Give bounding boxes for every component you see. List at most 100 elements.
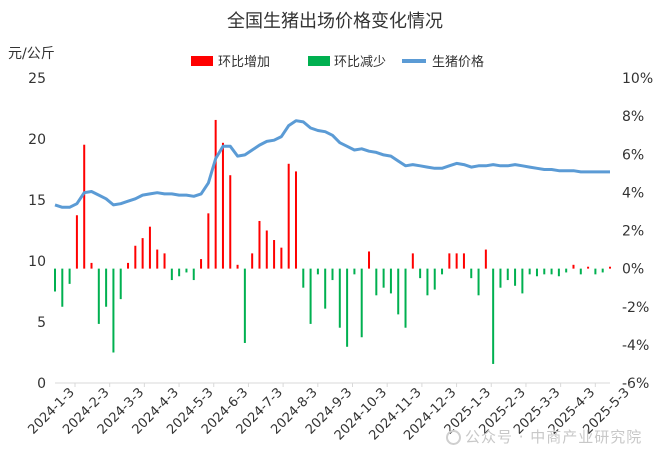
legend-decrease-swatch xyxy=(308,56,330,66)
mom-change-bar xyxy=(360,268,363,338)
mom-change-bar xyxy=(587,266,590,269)
legend: 环比增加 环比减少 生猪价格 xyxy=(191,54,484,70)
mom-change-bar xyxy=(484,249,487,269)
mom-change-bar xyxy=(470,268,473,279)
mom-change-bar xyxy=(338,268,341,328)
mom-change-bar xyxy=(192,268,195,281)
left-axis: 0 5 10 15 20 25 xyxy=(28,71,46,392)
mom-change-bar xyxy=(609,266,611,269)
mom-change-bar xyxy=(324,268,327,309)
mom-change-bar xyxy=(397,268,400,315)
mom-change-bar xyxy=(368,251,371,269)
mom-change-bar xyxy=(499,268,502,288)
right-tick-label: 2% xyxy=(622,224,644,240)
mom-change-bar xyxy=(353,268,356,275)
left-tick-label: 15 xyxy=(28,193,46,209)
mom-change-bar xyxy=(579,268,582,275)
left-axis-label: 元/公斤 xyxy=(8,46,55,62)
mom-change-bar xyxy=(316,268,319,275)
watermark: 公众号 · 中商产业研究院 xyxy=(446,426,642,447)
mom-change-bar xyxy=(243,268,246,343)
mom-change-bar xyxy=(258,220,261,269)
mom-change-bar xyxy=(163,253,166,269)
left-tick-label: 25 xyxy=(28,71,46,87)
mom-change-bar xyxy=(514,268,517,286)
mom-change-bar xyxy=(134,245,137,269)
mom-change-bar xyxy=(382,268,385,288)
watermark-text: 公众号 · 中商产业研究院 xyxy=(465,428,643,446)
mom-change-bar xyxy=(273,240,276,269)
mom-change-bars xyxy=(54,119,611,364)
mom-change-bar xyxy=(127,262,130,269)
mom-change-bar xyxy=(75,215,78,269)
right-tick-label: 0% xyxy=(622,262,644,278)
mom-change-bar xyxy=(229,175,232,269)
legend-increase-swatch xyxy=(191,56,213,66)
right-tick-label: -2% xyxy=(622,300,649,316)
mom-change-bar xyxy=(90,262,93,269)
right-axis: -6% -4% -2% 0% 2% 4% 6% 8% 10% xyxy=(622,71,653,392)
right-tick-label: 6% xyxy=(622,147,644,163)
mom-change-bar xyxy=(236,264,239,269)
mom-change-bar xyxy=(156,249,159,269)
mom-change-bar xyxy=(433,268,436,290)
mom-change-bar xyxy=(309,268,312,324)
mom-change-bar xyxy=(565,268,568,273)
mom-change-bar xyxy=(294,171,297,269)
right-tick-label: 8% xyxy=(622,109,644,125)
mom-change-bar xyxy=(287,163,290,269)
mom-change-bar xyxy=(572,264,575,269)
mom-change-bar xyxy=(594,268,597,275)
mom-change-bar xyxy=(543,268,546,275)
price-line xyxy=(54,119,610,209)
mom-change-bar xyxy=(141,238,144,269)
mom-change-bar xyxy=(119,268,122,300)
mom-change-bar xyxy=(280,247,283,269)
mom-change-bar xyxy=(148,226,151,269)
mom-change-bar xyxy=(506,268,509,281)
right-tick-label: 10% xyxy=(622,71,653,87)
left-tick-label: 20 xyxy=(28,132,46,148)
mom-change-bar xyxy=(221,142,224,269)
mom-change-bar xyxy=(389,268,392,294)
mom-change-bar xyxy=(462,253,465,269)
legend-decrease-label: 环比减少 xyxy=(334,55,386,70)
mom-change-bar xyxy=(426,268,429,296)
mom-change-bar xyxy=(521,268,524,294)
legend-price-label: 生猪价格 xyxy=(432,54,484,70)
wechat-icon xyxy=(446,430,461,445)
mom-change-bar xyxy=(375,268,378,296)
mom-change-bar xyxy=(601,268,604,273)
legend-increase-label: 环比增加 xyxy=(218,55,270,70)
mom-change-bar xyxy=(207,213,210,269)
mom-change-bar xyxy=(185,268,188,273)
mom-change-bar xyxy=(265,230,268,269)
chart-title: 全国生猪出场价格变化情况 xyxy=(227,11,443,32)
mom-change-bar xyxy=(346,268,349,347)
right-tick-label: -6% xyxy=(622,376,649,392)
mom-change-bar xyxy=(83,144,86,269)
mom-change-bar xyxy=(54,268,56,292)
mom-change-bar xyxy=(112,268,115,353)
mom-change-bar xyxy=(200,259,203,269)
mom-change-bar xyxy=(214,119,217,269)
mom-change-bar xyxy=(61,268,64,307)
left-tick-label: 10 xyxy=(28,254,46,270)
mom-change-bar xyxy=(557,268,560,277)
mom-change-bar xyxy=(302,268,305,288)
right-tick-label: -4% xyxy=(622,338,649,354)
mom-change-bar xyxy=(535,268,538,277)
mom-change-bar xyxy=(251,253,254,269)
mom-change-bar xyxy=(455,253,458,269)
mom-change-bar xyxy=(492,268,495,364)
right-tick-label: 4% xyxy=(622,185,644,201)
mom-change-bar xyxy=(448,253,451,269)
left-tick-label: 0 xyxy=(37,376,46,392)
mom-change-bar xyxy=(419,268,422,279)
mom-change-bar xyxy=(528,268,531,275)
mom-change-bar xyxy=(68,268,71,284)
mom-change-bar xyxy=(404,268,407,328)
left-tick-label: 5 xyxy=(37,315,46,331)
mom-change-bar xyxy=(477,268,480,296)
